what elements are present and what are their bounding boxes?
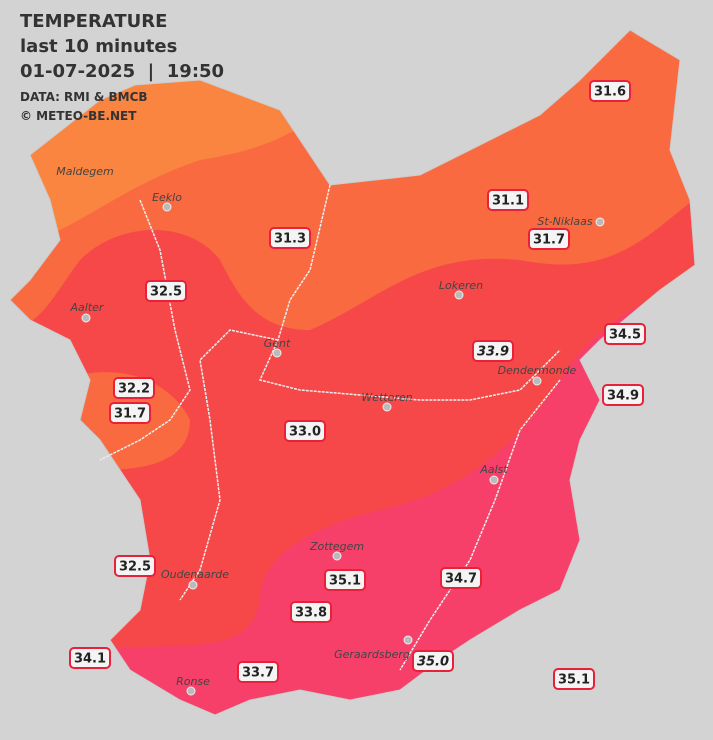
station-value: 34.9 xyxy=(607,389,639,404)
city-label: Wetteren xyxy=(361,391,412,404)
city-label: Ronse xyxy=(176,675,210,688)
station-box xyxy=(324,569,366,591)
source: DATA: RMI & BMCB xyxy=(20,90,148,104)
station-value: 33.0 xyxy=(289,425,321,440)
station-box xyxy=(109,402,151,424)
station-value: 32.2 xyxy=(118,382,150,397)
city-dot xyxy=(454,290,464,300)
station-value: 31.1 xyxy=(492,194,524,209)
city-dot xyxy=(403,635,413,645)
city-dot xyxy=(532,376,542,386)
station-value: 35.0 xyxy=(417,655,449,670)
credit: © METEO-BE.NET xyxy=(20,109,137,123)
station-value: 31.3 xyxy=(274,232,306,247)
station-box xyxy=(589,80,631,102)
station-box xyxy=(269,227,311,249)
station-box xyxy=(602,384,644,406)
station-box xyxy=(237,661,279,683)
station-box xyxy=(114,555,156,577)
station-value: 33.8 xyxy=(295,606,327,621)
station-box xyxy=(472,340,514,362)
city-dot xyxy=(332,551,342,561)
header: TEMPERATURE last 10 minutes 01-07-2025 |… xyxy=(20,11,224,123)
station-box xyxy=(528,228,570,250)
station-box xyxy=(412,650,454,672)
city-label: Lokeren xyxy=(439,279,483,292)
station-box xyxy=(284,420,326,442)
city-label: Zottegem xyxy=(309,540,364,553)
datetime: 01-07-2025 | 19:50 xyxy=(20,61,224,82)
city-dot xyxy=(162,202,172,212)
station-value: 35.1 xyxy=(558,673,590,688)
waterways xyxy=(99,184,561,671)
station-box xyxy=(440,567,482,589)
station-value: 31.7 xyxy=(114,407,146,422)
station-value: 32.5 xyxy=(119,560,151,575)
city-label: Eeklo xyxy=(152,191,182,204)
title: TEMPERATURE xyxy=(20,11,167,32)
city-label: St-Niklaas xyxy=(537,215,592,228)
city-dot xyxy=(81,313,91,323)
city-label: Maldegem xyxy=(56,165,114,178)
station-value: 31.6 xyxy=(594,85,626,100)
station-box xyxy=(553,668,595,690)
city-label: Oudenaarde xyxy=(161,568,229,581)
station-value: 34.1 xyxy=(74,652,106,667)
city-dot xyxy=(489,475,499,485)
city-dot xyxy=(382,402,392,412)
station-box xyxy=(487,189,529,211)
station-box xyxy=(604,323,646,345)
station-value: 32.5 xyxy=(150,285,182,300)
station-box xyxy=(145,280,187,302)
station-value: 34.5 xyxy=(609,328,641,343)
city-dot xyxy=(272,348,282,358)
city-dot xyxy=(595,217,605,227)
station-value: 35.1 xyxy=(329,574,361,589)
station-value: 33.9 xyxy=(477,345,509,360)
station-value: 31.7 xyxy=(533,233,565,248)
city-label: Aalst xyxy=(479,463,508,476)
station-box xyxy=(113,377,155,399)
city-dot xyxy=(186,686,196,696)
city-label: Dendermonde xyxy=(498,364,577,377)
city-dot xyxy=(188,580,198,590)
station-value: 33.7 xyxy=(242,666,274,681)
station-value: 34.7 xyxy=(445,572,477,587)
city-label: Aalter xyxy=(70,301,105,314)
station-box xyxy=(69,647,111,669)
subtitle: last 10 minutes xyxy=(20,36,177,57)
city-label: Gent xyxy=(264,337,291,350)
city-label: Geraardsberg xyxy=(334,648,410,661)
station-box xyxy=(290,601,332,623)
